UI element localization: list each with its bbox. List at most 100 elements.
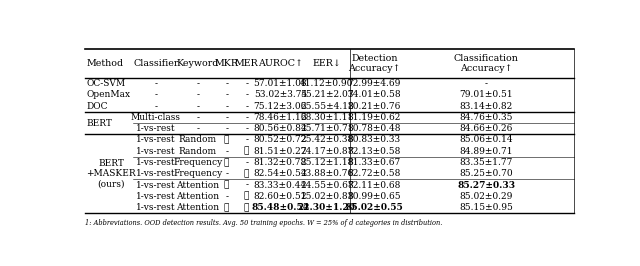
Text: 81.33±0.67: 81.33±0.67 [348,158,401,167]
Text: 81.51±0.27: 81.51±0.27 [253,147,307,156]
Text: 82.13±0.58: 82.13±0.58 [348,147,401,156]
Text: 25.71±0.71: 25.71±0.71 [300,124,353,133]
Text: 22.30±1.20: 22.30±1.20 [298,203,356,212]
Text: Attention: Attention [176,203,220,212]
Text: 84.76±0.35: 84.76±0.35 [460,113,513,122]
Text: 80.83±0.33: 80.83±0.33 [348,135,401,144]
Text: 1-vs-rest: 1-vs-rest [136,135,175,144]
Text: -: - [225,102,228,111]
Text: 79.01±0.51: 79.01±0.51 [460,90,513,99]
Text: 85.15±0.95: 85.15±0.95 [460,203,513,212]
Text: DOC: DOC [86,102,108,111]
Text: -: - [225,113,228,122]
Text: -: - [225,169,228,178]
Text: MER: MER [235,59,259,68]
Text: ✓: ✓ [244,147,250,156]
Text: Keyword: Keyword [177,59,219,68]
Text: 1-vs-rest: 1-vs-rest [136,169,175,178]
Text: 82.60±0.51: 82.60±0.51 [253,192,307,201]
Text: 53.02±3.74: 53.02±3.74 [253,90,307,99]
Text: ✓: ✓ [224,158,229,167]
Text: 23.88±0.76: 23.88±0.76 [300,169,353,178]
Text: 25.02±0.83: 25.02±0.83 [300,192,353,201]
Text: MKR: MKR [214,59,239,68]
Text: -: - [245,113,248,122]
Text: 85.25±0.70: 85.25±0.70 [460,169,513,178]
Text: EER↓: EER↓ [312,59,341,68]
Text: -: - [196,79,199,88]
Text: Detection
Accuracy↑: Detection Accuracy↑ [348,54,401,73]
Text: ✓: ✓ [244,169,250,178]
Text: 72.99±4.69: 72.99±4.69 [348,79,401,88]
Text: 82.72±0.58: 82.72±0.58 [348,169,401,178]
Text: -: - [245,135,248,144]
Text: ✓: ✓ [244,203,250,212]
Text: -: - [245,102,248,111]
Text: 1-vs-rest: 1-vs-rest [136,158,175,167]
Text: 80.56±0.84: 80.56±0.84 [253,124,307,133]
Text: Method: Method [86,59,124,68]
Text: 28.30±1.11: 28.30±1.11 [300,113,353,122]
Text: ✓: ✓ [224,135,229,144]
Text: 25.55±4.12: 25.55±4.12 [300,102,354,111]
Text: -: - [245,158,248,167]
Text: Classification
Accuracy↑: Classification Accuracy↑ [454,54,519,73]
Text: 1-vs-rest: 1-vs-rest [136,147,175,156]
Text: 84.89±0.71: 84.89±0.71 [460,147,513,156]
Text: 85.48±0.54: 85.48±0.54 [252,203,309,212]
Text: 81.32±0.78: 81.32±0.78 [253,158,307,167]
Text: 80.21±0.76: 80.21±0.76 [348,102,401,111]
Text: 41.12±0.90: 41.12±0.90 [300,79,353,88]
Text: 1-vs-rest: 1-vs-rest [136,181,175,189]
Text: -: - [154,90,157,99]
Text: 74.01±0.58: 74.01±0.58 [348,90,401,99]
Text: -: - [485,79,488,88]
Text: Attention: Attention [176,192,220,201]
Text: Frequency: Frequency [173,158,223,167]
Text: -: - [196,90,199,99]
Text: 81.19±0.62: 81.19±0.62 [348,113,401,122]
Text: -: - [245,90,248,99]
Text: 55.21±2.03: 55.21±2.03 [300,90,353,99]
Text: 24.55±0.67: 24.55±0.67 [300,181,354,189]
Text: -: - [245,181,248,189]
Text: BERT
+MASKER
(ours): BERT +MASKER (ours) [86,159,136,189]
Text: 83.35±1.77: 83.35±1.77 [460,158,513,167]
Text: -: - [154,102,157,111]
Text: OC-SVM: OC-SVM [86,79,125,88]
Text: 85.02±0.29: 85.02±0.29 [460,192,513,201]
Text: -: - [196,102,199,111]
Text: 75.12±3.06: 75.12±3.06 [253,102,307,111]
Text: Random: Random [179,147,217,156]
Text: 25.12±1.18: 25.12±1.18 [300,158,353,167]
Text: Random: Random [179,135,217,144]
Text: Frequency: Frequency [173,169,223,178]
Text: 25.42±0.38: 25.42±0.38 [300,135,353,144]
Text: 83.14±0.82: 83.14±0.82 [460,102,513,111]
Text: -: - [225,147,228,156]
Text: Multi-class: Multi-class [131,113,181,122]
Text: ✓: ✓ [224,181,229,189]
Text: -: - [154,79,157,88]
Text: 80.99±0.65: 80.99±0.65 [348,192,401,201]
Text: 1-vs-rest: 1-vs-rest [136,203,175,212]
Text: 85.06±0.14: 85.06±0.14 [460,135,513,144]
Text: 85.27±0.33: 85.27±0.33 [457,181,515,189]
Text: 80.52±0.72: 80.52±0.72 [253,135,307,144]
Text: 78.46±1.16: 78.46±1.16 [253,113,307,122]
Text: -: - [245,79,248,88]
Text: 84.66±0.26: 84.66±0.26 [460,124,513,133]
Text: 83.33±0.44: 83.33±0.44 [254,181,307,189]
Text: -: - [245,124,248,133]
Text: 1: Abbreviations. OOD detection results. Avg. 50 training epochs. W = 25% of d c: 1: Abbreviations. OOD detection results.… [85,219,442,227]
Text: ✓: ✓ [244,192,250,201]
Text: -: - [225,192,228,201]
Text: -: - [196,113,199,122]
Text: 80.78±0.48: 80.78±0.48 [348,124,401,133]
Text: -: - [225,124,228,133]
Text: 1-vs-rest: 1-vs-rest [136,124,175,133]
Text: 82.54±0.54: 82.54±0.54 [253,169,307,178]
Text: 1-vs-rest: 1-vs-rest [136,192,175,201]
Text: -: - [196,124,199,133]
Text: 85.02±0.55: 85.02±0.55 [346,203,403,212]
